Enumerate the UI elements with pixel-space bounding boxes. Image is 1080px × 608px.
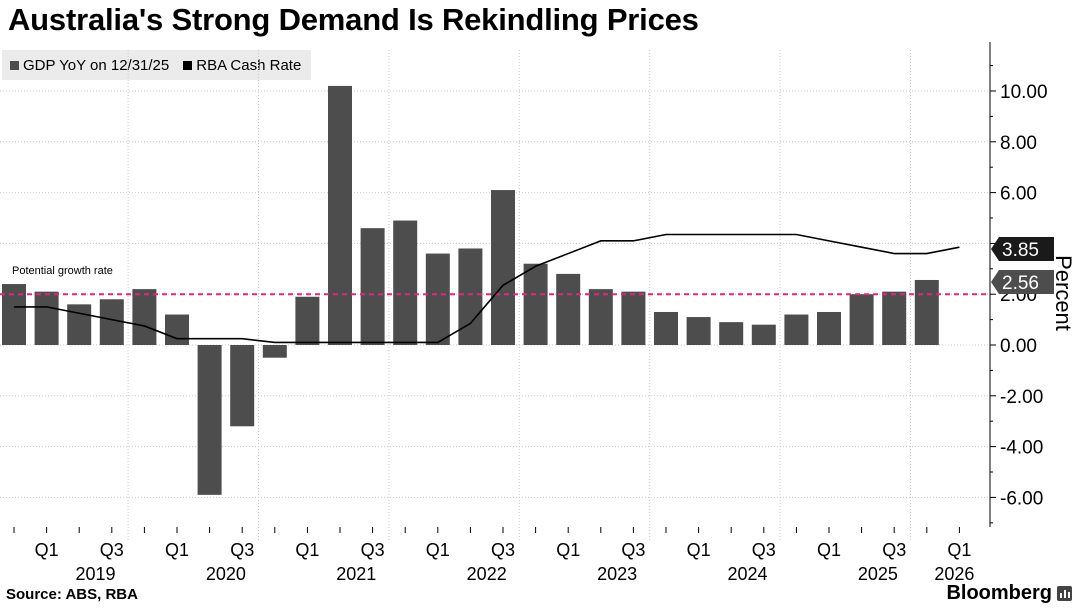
gdp-end-label-box <box>991 270 1054 294</box>
gdp-bar <box>197 345 222 495</box>
gdp-bar <box>914 279 939 345</box>
x-quarter-label: Q1 <box>295 540 319 560</box>
x-quarter-label: Q1 <box>35 540 59 560</box>
x-year-label: 2020 <box>206 564 246 584</box>
x-year-label: 2026 <box>934 564 974 584</box>
source-note: Source: ABS, RBA <box>6 586 138 603</box>
x-quarter-label: Q1 <box>556 540 580 560</box>
gdp-bar <box>588 289 613 345</box>
x-quarter-label: Q1 <box>687 540 711 560</box>
chart-title: Australia's Strong Demand Is Rekindling … <box>8 2 699 37</box>
gdp-bar <box>458 248 483 345</box>
gdp-bar <box>621 291 646 345</box>
x-quarter-label: Q1 <box>165 540 189 560</box>
gdp-bar <box>686 317 711 345</box>
x-quarter-label: Q3 <box>230 540 254 560</box>
gdp-bar <box>360 228 385 345</box>
legend-item-gdp: GDP YoY on 12/31/25 <box>10 57 169 74</box>
gdp-bar <box>849 294 874 345</box>
y-tick-label: 6.00 <box>1000 184 1037 205</box>
y-tick-label: -4.00 <box>1000 438 1043 459</box>
y-tick-label: -6.00 <box>1000 488 1043 509</box>
legend-label-cash-rate: RBA Cash Rate <box>196 56 302 74</box>
legend-swatch-cash-rate <box>183 60 193 70</box>
gdp-bar <box>165 314 189 345</box>
x-year-label: 2023 <box>597 564 637 584</box>
cash-rate-end-label-box <box>991 237 1054 261</box>
gdp-bar <box>784 314 809 345</box>
x-quarter-label: Q3 <box>491 540 515 560</box>
x-quarter-label: Q3 <box>752 540 776 560</box>
gdp-bar <box>654 311 678 345</box>
gdp-end-label-value: 2.56 <box>1002 273 1039 294</box>
gdp-bar <box>817 311 841 345</box>
gdp-bar <box>295 296 320 345</box>
x-quarter-label: Q1 <box>947 540 971 560</box>
bloomberg-bars-icon <box>1057 586 1072 601</box>
gdp-bar <box>882 291 907 345</box>
gdp-bar <box>2 284 26 345</box>
legend: GDP YoY on 12/31/25 RBA Cash Rate <box>2 50 312 80</box>
gdp-bar <box>99 299 124 345</box>
gdp-bar <box>491 190 515 345</box>
x-year-label: 2019 <box>75 564 115 584</box>
gdp-bar <box>262 345 287 358</box>
gdp-bar <box>230 345 255 427</box>
gdp-bar <box>751 324 776 345</box>
y-tick-label: 8.00 <box>1000 133 1037 154</box>
legend-swatch-gdp <box>10 60 19 70</box>
potential-growth-label: Potential growth rate <box>12 265 113 277</box>
cash-rate-line <box>14 233 960 344</box>
gdp-bar <box>556 273 581 345</box>
x-year-label: 2025 <box>858 564 898 584</box>
x-quarter-label: Q3 <box>361 540 385 560</box>
y-tick-label: 10.00 <box>1000 82 1048 103</box>
gdp-bar <box>719 322 744 345</box>
x-year-label: 2022 <box>467 564 507 584</box>
gdp-bar <box>523 263 548 345</box>
x-year-label: 2021 <box>336 564 376 584</box>
gdp-bar <box>34 291 59 345</box>
gdp-bar <box>67 304 92 345</box>
x-quarter-label: Q3 <box>100 540 124 560</box>
y-tick-label: -2.00 <box>1000 387 1043 408</box>
legend-label-gdp: GDP YoY on 12/31/25 <box>23 56 170 74</box>
x-year-label: 2024 <box>727 564 767 584</box>
legend-item-cash-rate: RBA Cash Rate <box>183 57 301 74</box>
x-quarter-label: Q3 <box>882 540 906 560</box>
x-quarter-label: Q1 <box>817 540 841 560</box>
cash-rate-end-label-value: 3.85 <box>1002 240 1039 261</box>
x-quarter-label: Q1 <box>426 540 450 560</box>
brand-logo: Bloomberg <box>946 582 1072 605</box>
gdp-bar <box>425 253 450 345</box>
y-axis-title: Percent <box>1051 255 1076 331</box>
x-quarter-label: Q3 <box>621 540 645 560</box>
brand-name: Bloomberg <box>946 582 1052 604</box>
gdp-bar <box>393 220 418 345</box>
gdp-bar <box>328 85 352 346</box>
gdp-bar <box>132 289 157 345</box>
y-tick-label: 0.00 <box>1000 336 1037 357</box>
